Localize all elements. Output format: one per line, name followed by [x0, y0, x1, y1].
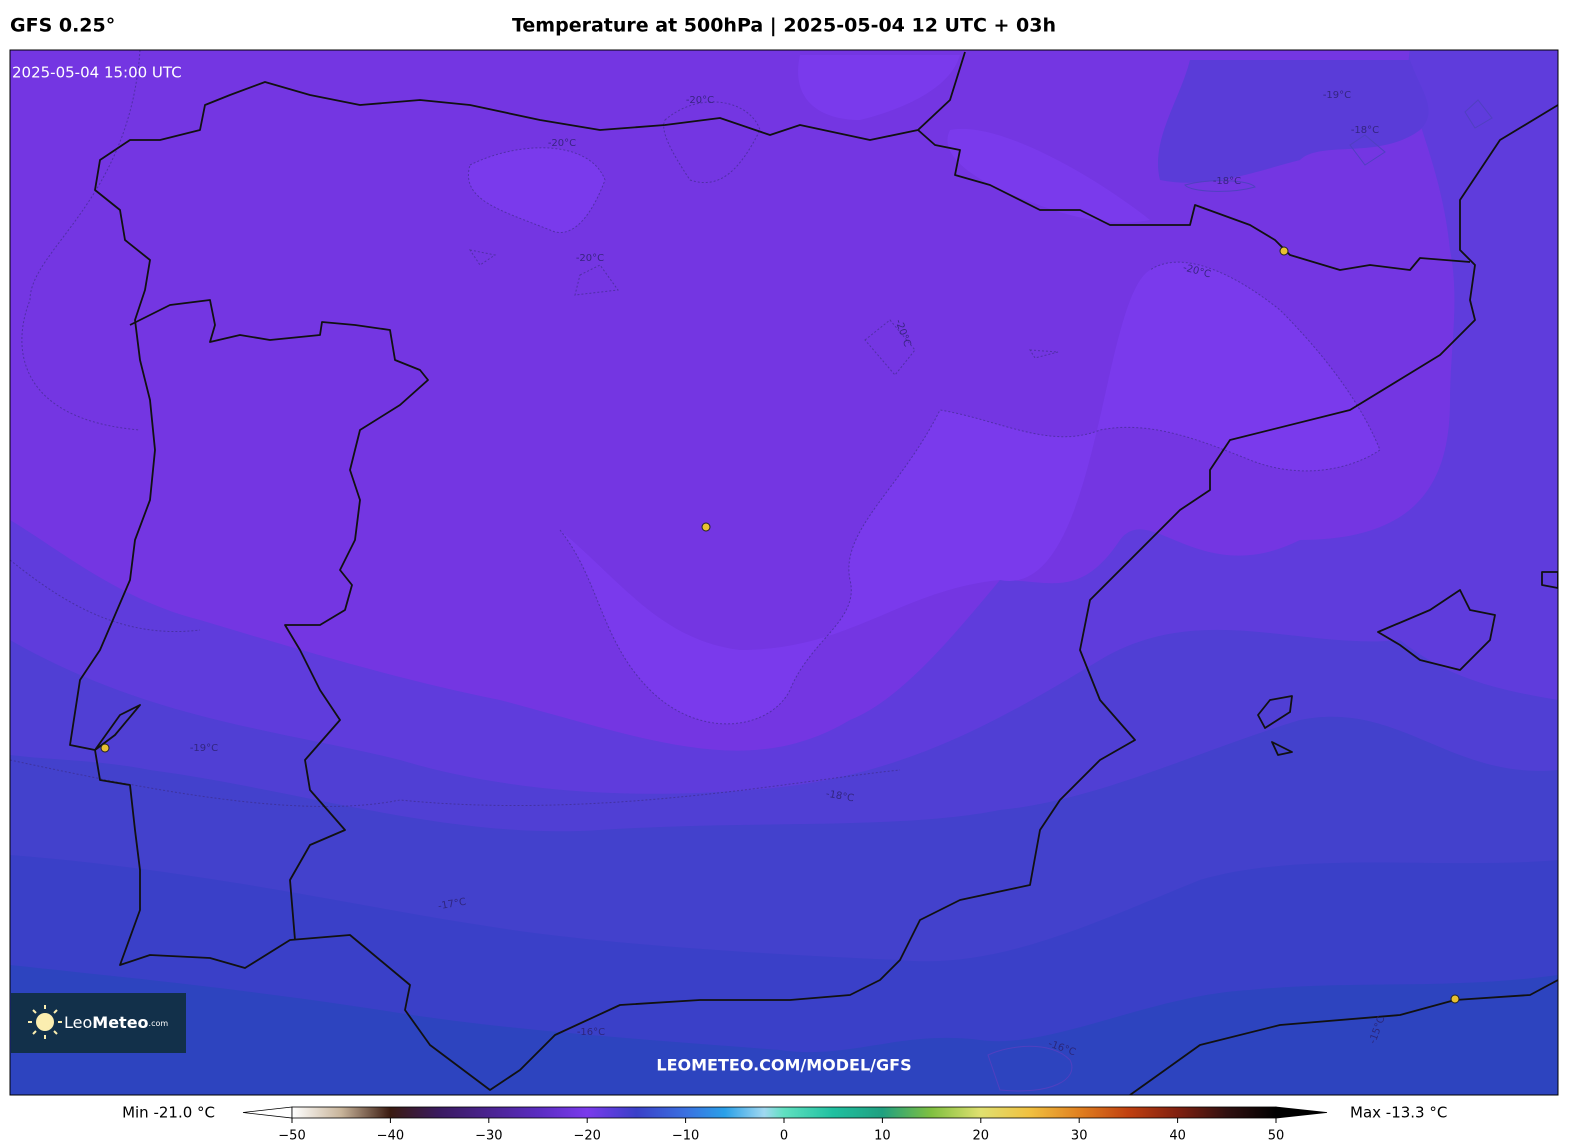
contour-label: -20°C — [686, 95, 714, 106]
contour-label: -20°C — [548, 138, 576, 149]
svg-text:LeoMeteo.com: LeoMeteo.com — [64, 1013, 168, 1032]
colorbar-extend-low — [242, 1106, 293, 1119]
colorbar-tick-label: −20 — [573, 1129, 600, 1144]
contour-label: -17°C — [437, 897, 467, 913]
map: -20°C-20°C-20°C-20°C-20°C-19°C-19°C-18°C… — [10, 50, 1558, 1095]
valid-time: 2025-05-04 15:00 UTC — [12, 64, 182, 82]
title: Temperature at 500hPa | 2025-05-04 12 UT… — [512, 15, 1056, 37]
model-name: GFS 0.25° — [10, 15, 115, 37]
min-label: Min -21.0 °C — [122, 1104, 215, 1122]
contour-label: -16°C — [577, 1027, 605, 1038]
logo: LeoMeteo.com — [11, 993, 186, 1053]
colorbar-tick-label: 20 — [973, 1129, 990, 1144]
logo-name: Leo — [64, 1013, 92, 1032]
colorbar-tick-label: 10 — [874, 1129, 891, 1144]
contour-label: -19°C — [1323, 90, 1351, 101]
colorbar-tick-label: 0 — [780, 1129, 788, 1144]
logo-name-bold: Meteo — [92, 1013, 148, 1032]
colorbar-tick-label: −30 — [475, 1129, 502, 1144]
colorbar — [291, 1106, 1277, 1119]
colorbar-tick-label: −50 — [278, 1129, 305, 1144]
colorbar-tick-label: −40 — [377, 1129, 404, 1144]
contour-label: -18°C — [1351, 125, 1379, 136]
logo-suffix: .com — [149, 1019, 169, 1028]
colorbar-tick-label: −10 — [672, 1129, 699, 1144]
colorbar-extend-high — [1275, 1106, 1328, 1119]
colorbar-tick-label: 50 — [1268, 1129, 1285, 1144]
colorbar-tick-label: 40 — [1169, 1129, 1186, 1144]
contour-label: -19°C — [190, 743, 218, 754]
contour-label: -18°C — [825, 789, 855, 805]
contour-label: -20°C — [576, 253, 604, 264]
max-label: Max -13.3 °C — [1350, 1104, 1447, 1122]
watermark: LEOMETEO.COM/MODEL/GFS — [656, 1056, 911, 1075]
colorbar-tick-label: 30 — [1071, 1129, 1088, 1144]
contour-label: -18°C — [1213, 176, 1241, 187]
